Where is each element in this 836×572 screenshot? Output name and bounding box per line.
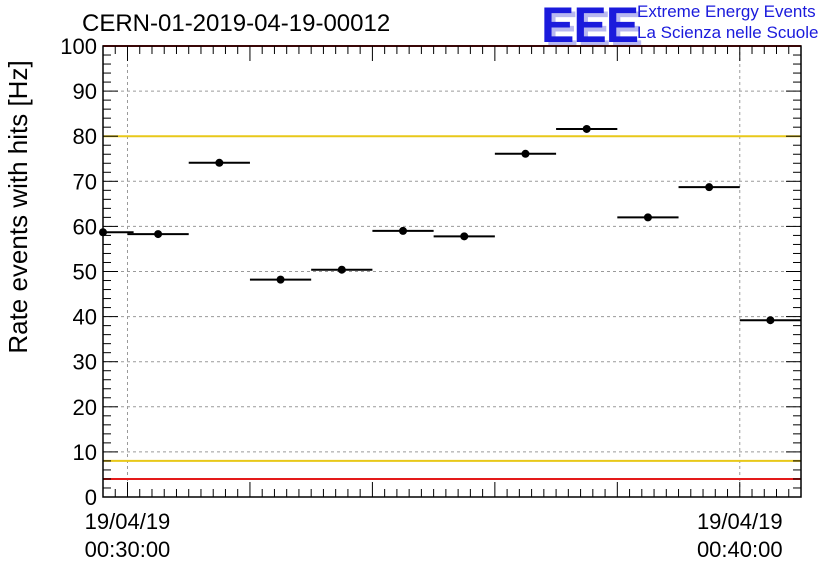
x-tick-label-time: 00:30:00 xyxy=(85,537,171,562)
y-axis-label: Rate events with hits [Hz] xyxy=(3,60,33,353)
tick-labels: 0 10 20 30 40 50 60 70 80 90 100 19/04/19 00:30:00 19… xyxy=(60,34,782,562)
grid-lines xyxy=(103,46,801,497)
marker xyxy=(154,230,163,239)
data-point xyxy=(311,265,373,274)
logo-line-1: Extreme Energy Events xyxy=(637,2,816,21)
data-point xyxy=(188,158,250,167)
x-tick-label-date: 19/04/19 xyxy=(697,509,783,534)
eee-logo: EEE xyxy=(541,0,639,53)
logo-line-2: La Scienza nelle Scuole xyxy=(637,23,819,42)
data-point xyxy=(678,183,740,192)
y-tick-label: 10 xyxy=(73,440,97,465)
y-tick-label: 50 xyxy=(73,260,97,285)
y-tick-label: 30 xyxy=(73,350,97,375)
y-tick-label: 40 xyxy=(73,305,97,330)
marker xyxy=(276,275,285,284)
data-point xyxy=(739,316,801,325)
data-point xyxy=(433,232,495,241)
y-tick-label: 0 xyxy=(85,485,97,510)
marker xyxy=(643,213,652,222)
data-point xyxy=(617,213,679,222)
data-point xyxy=(249,275,312,284)
data-point xyxy=(99,228,134,237)
y-tick-label: 80 xyxy=(73,124,97,149)
y-tick-label: 20 xyxy=(73,395,97,420)
data-point xyxy=(372,226,434,235)
marker xyxy=(521,149,530,158)
y-tick-label: 70 xyxy=(73,169,97,194)
marker xyxy=(337,265,346,274)
data-point xyxy=(127,230,189,239)
marker xyxy=(399,226,408,235)
marker xyxy=(766,316,775,325)
marker xyxy=(460,232,469,241)
axis-ticks xyxy=(103,45,802,498)
y-tick-label: 100 xyxy=(60,34,97,59)
marker xyxy=(705,183,714,192)
x-tick-label-date: 19/04/19 xyxy=(85,509,171,534)
data-point xyxy=(556,124,618,133)
chart-title: CERN-01-2019-04-19-00012 xyxy=(82,10,391,37)
reference-lines xyxy=(103,45,801,480)
marker xyxy=(99,228,107,237)
data-point xyxy=(494,149,557,158)
marker xyxy=(215,158,224,167)
x-tick-label-time: 00:40:00 xyxy=(697,537,783,562)
y-tick-label: 60 xyxy=(73,214,97,239)
y-tick-label: 90 xyxy=(73,79,97,104)
marker xyxy=(582,124,591,133)
eee-logo-shadow: EEE xyxy=(545,1,643,57)
data-points xyxy=(99,124,801,325)
